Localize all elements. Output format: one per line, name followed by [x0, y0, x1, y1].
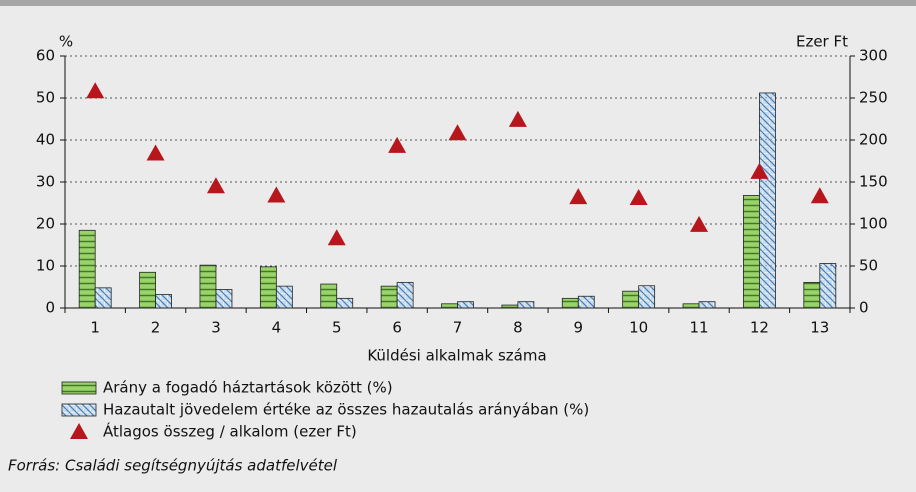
bar [682, 303, 700, 309]
marker [146, 144, 165, 161]
bar [803, 281, 821, 309]
bar [275, 285, 293, 309]
bar [517, 301, 535, 309]
y-axis-label: % [59, 33, 73, 51]
bar [320, 283, 338, 309]
bar [199, 264, 217, 309]
source: Forrás: Családi segítségnyújtás adatfelv… [8, 457, 338, 475]
bar [759, 92, 776, 309]
bar [396, 281, 414, 309]
y2-tick-label: 150 [859, 173, 888, 191]
bar [441, 303, 458, 309]
x-tick-label: 11 [689, 319, 708, 337]
x-axis-label: Küldési alkalmak száma [367, 347, 546, 365]
x-tick-label: 7 [453, 319, 463, 337]
legend-label: Arány a fogadó háztartások között (%) [103, 379, 393, 397]
y2-tick-label: 200 [859, 131, 888, 149]
marker [206, 177, 225, 194]
bar [155, 294, 172, 309]
marker [327, 229, 346, 246]
y-tick-label: 60 [36, 47, 55, 65]
legend-swatch [61, 381, 97, 395]
x-tick-label: 9 [573, 319, 583, 337]
y2-axis-label: Ezer Ft [796, 33, 848, 51]
y-tick-label: 20 [36, 215, 55, 233]
x-tick-label: 10 [629, 319, 648, 337]
y-tick-label: 0 [45, 299, 55, 317]
bar [501, 304, 519, 309]
top-bar [0, 0, 916, 6]
bar [139, 271, 156, 309]
bar [622, 290, 640, 309]
x-tick-label: 1 [90, 319, 100, 337]
x-tick-label: 8 [513, 319, 523, 337]
y-tick-label: 30 [36, 173, 55, 191]
marker [388, 136, 407, 153]
bar [259, 266, 277, 309]
marker [690, 215, 709, 232]
marker [629, 188, 648, 205]
x-tick-label: 4 [272, 319, 282, 337]
marker [810, 187, 829, 204]
legend-swatch [70, 423, 88, 439]
bar [698, 301, 716, 309]
legend-label: Hazautalt jövedelem értéke az összes haz… [103, 401, 589, 419]
bar [819, 263, 837, 309]
marker [86, 82, 105, 99]
marker [569, 188, 588, 205]
marker [750, 162, 769, 179]
y2-tick-label: 50 [859, 257, 878, 275]
bar [577, 295, 595, 309]
legend-label: Átlagos összeg / alkalom (ezer Ft) [103, 422, 357, 441]
x-tick-label: 12 [750, 319, 769, 337]
x-tick-label: 2 [151, 319, 161, 337]
bar [380, 285, 398, 309]
bar [457, 301, 474, 309]
y-tick-label: 40 [36, 131, 55, 149]
x-tick-label: 6 [392, 319, 402, 337]
y-tick-label: 50 [36, 89, 55, 107]
bar [215, 289, 233, 309]
bar [561, 297, 579, 309]
y-tick-label: 10 [36, 257, 55, 275]
y2-tick-label: 100 [859, 215, 888, 233]
marker [448, 124, 467, 141]
legend-swatch [61, 403, 97, 417]
x-tick-label: 13 [810, 319, 829, 337]
bar [336, 297, 354, 309]
marker [508, 110, 527, 127]
bar [743, 195, 760, 309]
x-tick-label: 3 [211, 319, 221, 337]
x-tick-label: 5 [332, 319, 342, 337]
y2-tick-label: 300 [859, 47, 888, 65]
y2-tick-label: 0 [859, 299, 869, 317]
bar [94, 287, 112, 309]
bar [78, 229, 96, 309]
y2-tick-label: 250 [859, 89, 888, 107]
marker [267, 186, 286, 203]
bar [638, 285, 656, 309]
